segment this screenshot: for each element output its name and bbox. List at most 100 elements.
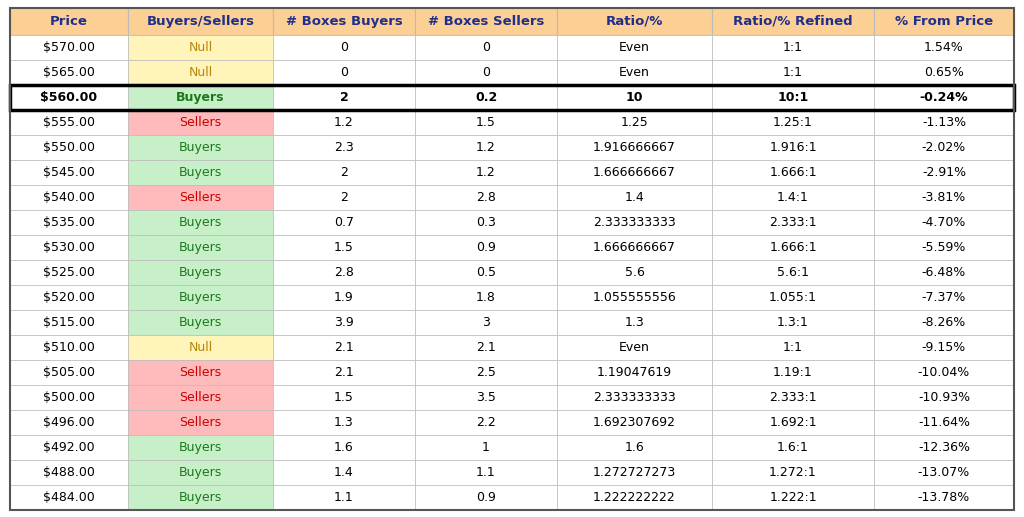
Bar [712,135,874,160]
Bar [415,385,557,410]
Text: 1.8: 1.8 [476,291,496,304]
Bar [874,8,1014,35]
Bar [712,235,874,260]
Text: -2.02%: -2.02% [922,141,966,154]
Text: 1.4: 1.4 [625,191,644,204]
Text: 1:1: 1:1 [783,66,803,79]
Bar [415,335,557,360]
Bar [273,460,415,485]
Text: $500.00: $500.00 [43,391,95,404]
Bar [874,285,1014,310]
Text: 1.2: 1.2 [476,166,496,179]
Text: 2.8: 2.8 [334,266,354,279]
Bar [10,8,128,35]
Bar [273,485,415,510]
Bar [557,310,712,335]
Bar [273,335,415,360]
Bar [557,160,712,185]
Bar [874,85,1014,110]
Text: -13.07%: -13.07% [918,466,970,479]
Text: 1.222:1: 1.222:1 [769,491,817,504]
Text: 1.666:1: 1.666:1 [769,241,817,254]
Bar [10,310,128,335]
Bar [557,8,712,35]
Text: Ratio/%: Ratio/% [606,15,664,28]
Bar [273,60,415,85]
Text: 1.5: 1.5 [334,241,354,254]
Text: Buyers: Buyers [179,166,222,179]
Text: $510.00: $510.00 [43,341,95,354]
Bar [557,210,712,235]
Text: -10.04%: -10.04% [918,366,970,379]
Text: 1.1: 1.1 [334,491,354,504]
Text: 2: 2 [340,166,348,179]
Bar [10,60,128,85]
Text: 1.2: 1.2 [334,116,354,129]
Bar [10,460,128,485]
Bar [712,260,874,285]
Text: Buyers/Sellers: Buyers/Sellers [146,15,255,28]
Text: Null: Null [188,41,213,54]
Text: Buyers: Buyers [179,316,222,329]
Bar [128,210,273,235]
Bar [128,285,273,310]
Bar [557,385,712,410]
Text: 0.9: 0.9 [476,491,496,504]
Text: 10: 10 [626,91,643,104]
Text: 10:1: 10:1 [777,91,809,104]
Bar [712,60,874,85]
Text: Sellers: Sellers [179,366,221,379]
Text: 1.2: 1.2 [476,141,496,154]
Text: $550.00: $550.00 [43,141,95,154]
Text: $505.00: $505.00 [43,366,95,379]
Text: 1.19047619: 1.19047619 [597,366,672,379]
Text: 2.2: 2.2 [476,416,496,429]
Bar [712,160,874,185]
Bar [557,110,712,135]
Text: -8.26%: -8.26% [922,316,966,329]
Bar [128,110,273,135]
Bar [128,410,273,435]
Bar [128,485,273,510]
Text: 2: 2 [340,191,348,204]
Text: Buyers: Buyers [179,241,222,254]
Bar [10,235,128,260]
Bar [415,435,557,460]
Text: 1.3: 1.3 [334,416,354,429]
Text: 1.6: 1.6 [334,441,354,454]
Bar [273,85,415,110]
Text: 0.65%: 0.65% [924,66,964,79]
Text: 1.6:1: 1.6:1 [777,441,809,454]
Text: 1.055:1: 1.055:1 [769,291,817,304]
Text: 2.1: 2.1 [476,341,496,354]
Text: Sellers: Sellers [179,116,221,129]
Bar [874,460,1014,485]
Text: Sellers: Sellers [179,391,221,404]
Bar [415,60,557,85]
Bar [10,160,128,185]
Text: 1.055555556: 1.055555556 [593,291,677,304]
Bar [874,360,1014,385]
Bar [712,335,874,360]
Text: 2.1: 2.1 [334,366,354,379]
Bar [128,335,273,360]
Text: Sellers: Sellers [179,416,221,429]
Text: 2.333333333: 2.333333333 [593,216,676,229]
Text: Buyers: Buyers [179,491,222,504]
Bar [415,410,557,435]
Text: $492.00: $492.00 [43,441,95,454]
Text: 1.916:1: 1.916:1 [769,141,817,154]
Text: Ratio/% Refined: Ratio/% Refined [733,15,853,28]
Text: 1.692:1: 1.692:1 [769,416,817,429]
Text: # Boxes Buyers: # Boxes Buyers [286,15,402,28]
Bar [273,185,415,210]
Bar [10,410,128,435]
Text: 0.9: 0.9 [476,241,496,254]
Bar [557,485,712,510]
Text: 1.19:1: 1.19:1 [773,366,813,379]
Bar [10,435,128,460]
Bar [128,310,273,335]
Text: 5.6:1: 5.6:1 [777,266,809,279]
Bar [128,235,273,260]
Bar [273,110,415,135]
